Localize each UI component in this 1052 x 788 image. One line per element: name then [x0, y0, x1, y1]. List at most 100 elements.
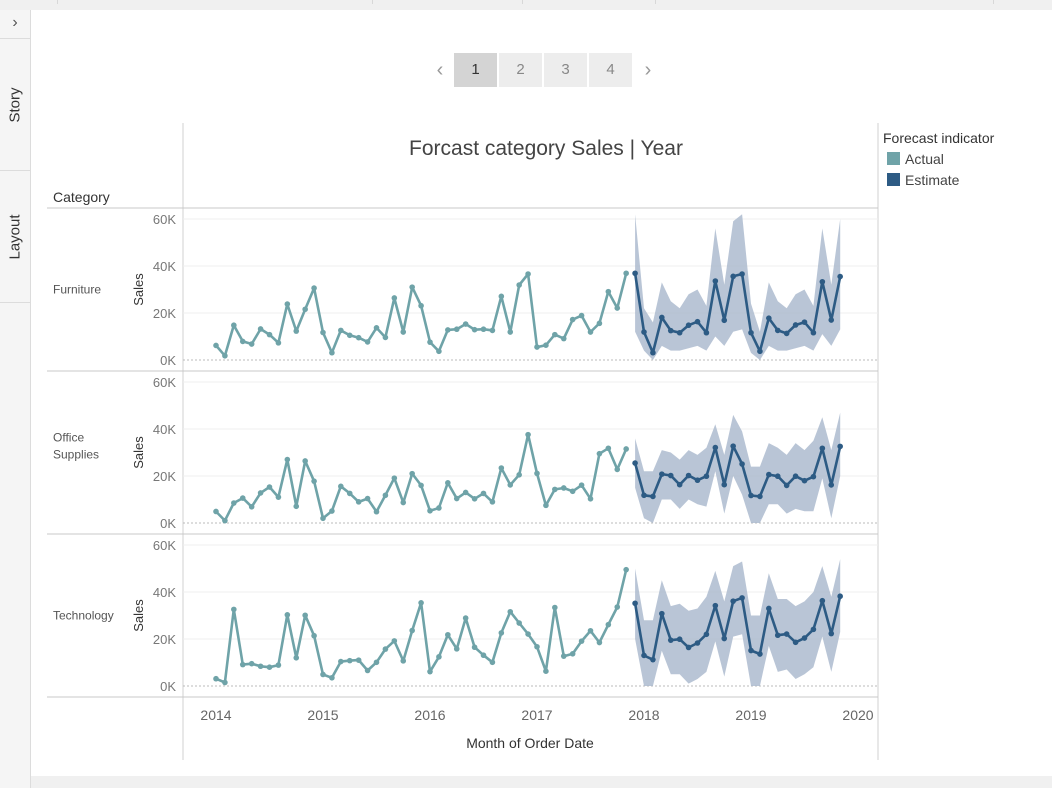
tab-story[interactable]: Story — [0, 39, 30, 171]
x-tick-label: 2019 — [735, 707, 766, 723]
actual-point — [560, 653, 567, 659]
actual-point — [507, 482, 514, 488]
estimate-point — [739, 595, 745, 601]
estimate-point — [632, 270, 638, 277]
estimate-point — [659, 471, 665, 477]
actual-point — [213, 508, 219, 515]
estimate-point — [667, 472, 674, 479]
estimate-point — [801, 635, 808, 641]
estimate-point — [721, 635, 728, 642]
actual-point — [623, 446, 629, 452]
actual-point — [418, 482, 424, 489]
actual-point — [382, 334, 389, 341]
actual-point — [275, 662, 282, 668]
actual-point — [373, 508, 380, 515]
estimate-point — [721, 317, 728, 324]
y-tick-label: 20K — [153, 469, 176, 484]
actual-point — [284, 301, 291, 307]
category-label: Furniture — [53, 283, 101, 297]
estimate-point — [828, 630, 835, 637]
actual-point — [418, 302, 424, 309]
actual-point — [552, 486, 558, 493]
y-tick-label: 0K — [160, 679, 176, 694]
expand-panel-button[interactable]: › — [0, 10, 30, 39]
actual-point — [498, 465, 505, 471]
estimate-point — [650, 493, 656, 500]
actual-point — [364, 667, 371, 674]
estimate-point — [641, 492, 647, 499]
chart-title: Forcast category Sales | Year — [409, 137, 683, 160]
actual-point — [231, 500, 237, 506]
estimate-point — [774, 327, 781, 334]
estimate-point — [667, 327, 674, 334]
tab-layout[interactable]: Layout — [0, 171, 30, 303]
estimate-point — [739, 461, 745, 467]
actual-point — [364, 339, 371, 345]
actual-point — [346, 332, 353, 339]
estimate-point — [757, 493, 763, 500]
actual-point — [248, 503, 255, 510]
actual-point — [409, 470, 415, 477]
actual-point — [382, 646, 389, 652]
actual-point — [400, 499, 407, 506]
estimate-point — [828, 482, 835, 488]
estimate-point — [792, 322, 799, 328]
actual-point — [623, 270, 629, 277]
prev-page-button[interactable]: ‹ — [430, 53, 450, 87]
estimate-point — [703, 473, 710, 480]
actual-point — [302, 306, 308, 313]
y-tick-label: 40K — [153, 259, 176, 274]
page-button-1[interactable]: 1 — [454, 53, 497, 87]
actual-point — [525, 631, 531, 637]
estimate-point — [632, 600, 638, 607]
actual-point — [231, 322, 237, 329]
legend-swatch — [887, 152, 900, 165]
toolbar-divider — [372, 0, 373, 4]
estimate-point — [801, 319, 808, 325]
actual-point — [346, 657, 353, 664]
forecast-band — [635, 214, 841, 360]
estimate-point — [774, 473, 781, 480]
actual-point — [560, 335, 567, 342]
actual-point — [605, 621, 612, 628]
page-button-3[interactable]: 3 — [544, 53, 587, 87]
actual-point — [239, 338, 246, 345]
actual-point — [516, 282, 522, 288]
y-axis-label: Sales — [131, 599, 146, 632]
actual-point — [400, 658, 407, 664]
estimate-point — [712, 602, 719, 609]
actual-point — [266, 484, 273, 490]
actual-point — [453, 646, 460, 652]
estimate-point — [712, 444, 719, 451]
page-button-2[interactable]: 2 — [499, 53, 542, 87]
actual-point — [311, 478, 317, 484]
bottom-strip — [31, 776, 1052, 788]
actual-point — [320, 329, 326, 336]
estimate-point — [783, 482, 790, 489]
x-tick-label: 2017 — [521, 707, 552, 723]
estimate-point — [730, 598, 736, 604]
row-header: Category — [53, 189, 110, 205]
actual-point — [489, 499, 496, 505]
actual-point — [623, 566, 629, 573]
actual-point — [543, 668, 549, 674]
estimate-point — [730, 273, 736, 280]
actual-point — [275, 494, 282, 500]
y-tick-label: 20K — [153, 306, 176, 321]
next-page-button[interactable]: › — [638, 53, 658, 87]
actual-point — [587, 329, 594, 335]
actual-point — [534, 470, 540, 477]
estimate-point — [837, 443, 843, 450]
estimate-point — [694, 318, 701, 325]
legend-swatch — [887, 173, 900, 186]
dashboard-canvas — [31, 10, 1052, 776]
actual-point — [453, 326, 460, 333]
legend-item-label: Actual — [905, 151, 944, 167]
estimate-point — [766, 471, 772, 478]
actual-point — [534, 344, 540, 350]
y-axis-label: Sales — [131, 273, 146, 306]
actual-point — [543, 502, 549, 509]
actual-point — [418, 600, 424, 606]
page-button-4[interactable]: 4 — [589, 53, 632, 87]
y-tick-label: 60K — [153, 538, 176, 553]
